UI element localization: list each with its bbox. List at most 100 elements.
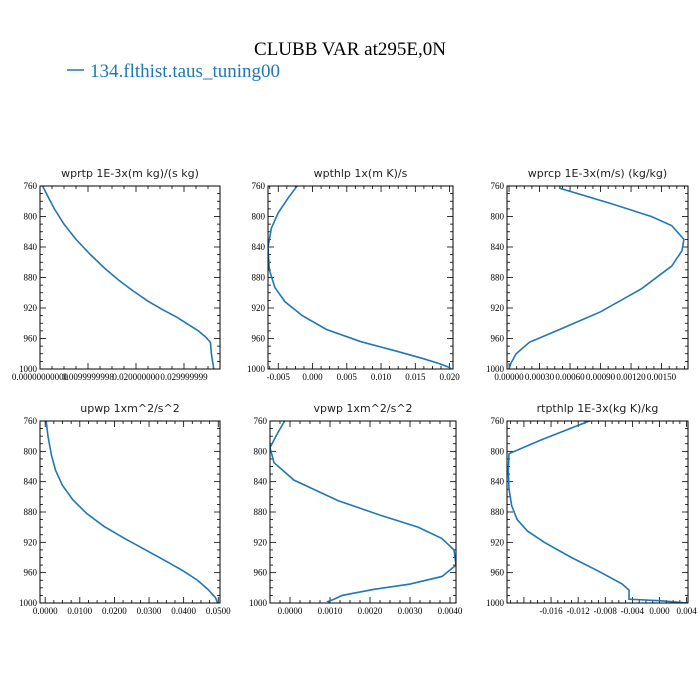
panel-title: wpthlp 1x(m K)/s [314,167,408,180]
y-tick-label: 800 [491,212,505,222]
x-tick-label: 0.0010 [318,606,343,616]
y-tick-label: 880 [491,507,505,517]
x-tick-label: 0.0200 [102,606,127,616]
y-tick-label: 880 [254,507,268,517]
y-tick-label: 920 [491,303,505,313]
y-tick-label: 1000 [249,598,268,608]
y-tick-label: 800 [24,446,38,456]
panel-6: rtpthlp 1E-3x(kg K)/kg 760 800 840 880 920 960… [486,402,697,616]
panel-1: wprtp 1E-3x(m kg)/(s kg) 760 800 840 880 920 9… [12,167,221,382]
x-tick-label: 0.00000 [494,372,524,382]
panel-title: wprcp 1E-3x(m/s) (kg/kg) [528,167,667,180]
panel-title: wprtp 1E-3x(m kg)/(s kg) [61,167,199,180]
x-tick-label: 0.0030 [398,606,423,616]
x-tick-label: 0.020000000 [112,372,160,382]
y-tick-label: 760 [254,416,268,426]
x-tick-label: 0.00030 [525,372,555,382]
x-tick-label: 0.004 [677,606,698,616]
x-tick-label: 0.00090 [586,372,616,382]
x-tick-label: 0.029999999 [160,372,208,382]
y-tick-label: 920 [252,303,266,313]
figure-title: CLUBB VAR at295E,0N [254,39,446,60]
y-tick-label: 1000 [486,364,505,374]
x-tick-label: 0.005 [337,372,358,382]
y-tick-label: 840 [24,242,38,252]
series-line-1 [41,186,215,369]
y-tick-label: 920 [491,537,505,547]
y-tick-label: 1000 [19,364,38,374]
y-tick-label: 840 [491,477,505,487]
x-tick-label: 0.000 [649,606,670,616]
x-tick-label: 0.0100 [67,606,92,616]
y-tick-label: 880 [491,273,505,283]
x-tick-label: -0.005 [267,372,291,382]
y-tick-label: 1000 [486,598,505,608]
y-tick-label: 760 [491,416,505,426]
y-tick-label: 1000 [247,364,266,374]
x-tick-label: 0.00120 [616,372,646,382]
series-line-1 [45,421,219,603]
y-tick-label: 920 [24,537,38,547]
y-tick-label: 840 [252,242,266,252]
x-tick-label: 0.0000 [278,606,303,616]
y-tick-label: 800 [24,212,38,222]
y-tick-label: 800 [491,446,505,456]
panel-title: vpwp 1xm^2/s^2 [313,402,412,415]
y-tick-label: 920 [24,303,38,313]
y-tick-label: 800 [252,212,266,222]
x-tick-label: 0.020 [439,372,460,382]
x-tick-label: 0.0400 [171,606,196,616]
panel-frame [269,420,457,604]
y-tick-label: 840 [24,477,38,487]
x-tick-label: 0.0300 [137,606,162,616]
series-line-1 [268,186,452,369]
legend-label: 134.flthist.taus_tuning00 [90,61,280,82]
y-tick-label: 840 [491,242,505,252]
panel-frame [506,185,689,370]
x-tick-label: 0.0099999998 [62,372,114,382]
panels: wprtp 1E-3x(m kg)/(s kg) 760 800 840 880 920 9… [12,167,697,616]
y-tick-label: 760 [24,416,38,426]
y-tick-label: 880 [24,507,38,517]
panel-frame [39,185,221,370]
y-tick-label: 840 [254,477,268,487]
series-line-1 [507,421,688,603]
y-tick-label: 920 [254,537,268,547]
y-tick-label: 880 [24,273,38,283]
y-tick-label: 960 [491,334,505,344]
x-tick-label: 0.00000000000 [12,372,69,382]
x-tick-label: -0.016 [539,606,563,616]
y-tick-label: 960 [254,568,268,578]
legend: 134.flthist.taus_tuning00 [67,61,280,82]
x-tick-label: 0.015 [405,372,426,382]
y-tick-label: 960 [24,568,38,578]
panel-3: wprcp 1E-3x(m/s) (kg/kg) 760 800 840 880 920 9… [486,167,689,382]
y-tick-label: 800 [254,446,268,456]
x-tick-label: 0.00060 [555,372,585,382]
panel-frame [506,420,689,604]
y-tick-label: 760 [491,181,505,191]
x-tick-label: -0.004 [621,606,645,616]
y-tick-label: 760 [252,181,266,191]
series-line-1 [270,421,456,603]
x-tick-label: 0.0500 [206,606,231,616]
x-tick-label: 0.000 [302,372,323,382]
panel-4: upwp 1xm^2/s^2 760 800 840 880 920 960 10000.00… [19,402,231,616]
y-tick-label: 1000 [19,598,38,608]
panel-5: vpwp 1xm^2/s^2 760 800 840 880 920 960 1000 0.00… [249,402,463,616]
y-tick-label: 960 [24,334,38,344]
panel-title: rtpthlp 1E-3x(kg K)/kg [537,402,659,415]
y-tick-label: 880 [252,273,266,283]
y-tick-label: 960 [252,334,266,344]
panel-title: upwp 1xm^2/s^2 [80,402,180,415]
panel-frame [267,185,454,370]
y-tick-label: 960 [491,568,505,578]
x-tick-label: 0.0020 [358,606,383,616]
x-tick-label: -0.008 [594,606,618,616]
x-tick-label: 0.00150 [647,372,677,382]
series-line-1 [508,186,685,369]
x-tick-label: 0.0040 [438,606,463,616]
x-tick-label: 0.0000 [33,606,58,616]
panel-2: wpthlp 1x(m K)/s 760 800 840 880 920 960 1000-0… [247,167,460,382]
